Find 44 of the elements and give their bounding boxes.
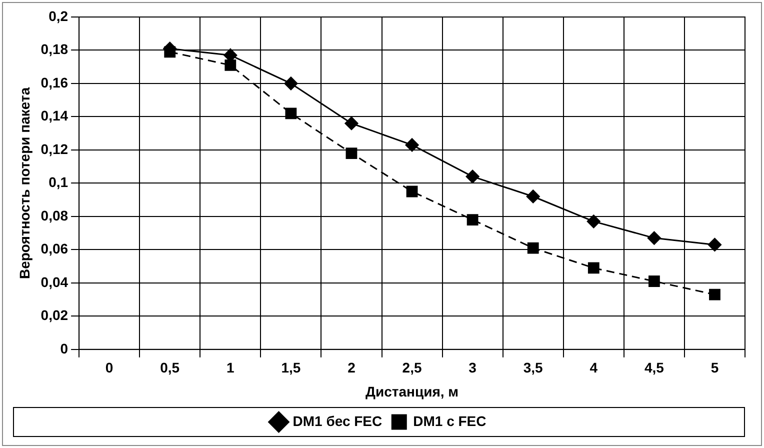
y-axis-title: Вероятность потери пакета <box>16 87 32 280</box>
point <box>285 108 297 120</box>
x-tick-label: 1 <box>226 360 234 376</box>
point <box>224 60 236 71</box>
y-tick-label: 0,06 <box>40 240 68 257</box>
point <box>709 288 720 300</box>
point <box>648 276 660 287</box>
x-tick-label: 0,5 <box>160 360 180 376</box>
x-tick-label: 5 <box>710 360 719 376</box>
point <box>405 138 419 152</box>
x-axis-title: Дистанция, м <box>366 383 459 400</box>
point <box>344 116 358 130</box>
y-tick-label: 0,02 <box>40 307 68 324</box>
y-tick-label: 0,08 <box>40 207 68 224</box>
y-tick-label: 0,04 <box>40 274 68 290</box>
point <box>466 170 480 184</box>
point <box>708 238 722 252</box>
y-tick-label: 0,16 <box>40 74 68 90</box>
point <box>466 214 478 226</box>
x-tick-label: 4,5 <box>644 360 664 376</box>
x-tick-label: 1,5 <box>281 360 301 376</box>
point <box>526 190 540 204</box>
y-tick-label: 0,12 <box>40 140 68 157</box>
x-tick-label: 3 <box>468 360 477 376</box>
point <box>284 76 298 90</box>
legend-label: DM1 с FEC <box>413 412 486 429</box>
x-tick-label: 4 <box>590 360 598 376</box>
y-tick-label: 0,18 <box>40 41 68 58</box>
y-tick-label: 0 <box>60 340 68 356</box>
y-tick-label: 0,14 <box>40 108 68 124</box>
point <box>586 214 600 228</box>
legend-label: DM1 бес FEC <box>292 412 382 429</box>
x-tick-label: 3,5 <box>523 360 544 376</box>
y-tick-label: 0,1 <box>48 174 68 190</box>
point <box>527 242 539 254</box>
x-tick-label: 0 <box>105 360 114 376</box>
point <box>406 186 418 198</box>
y-tick-label: 0,2 <box>48 8 68 24</box>
x-tick-label: 2 <box>348 360 356 376</box>
point <box>647 231 661 245</box>
point <box>588 262 600 274</box>
point <box>164 46 176 58</box>
point <box>346 148 358 159</box>
x-tick-label: 2,5 <box>402 360 422 376</box>
